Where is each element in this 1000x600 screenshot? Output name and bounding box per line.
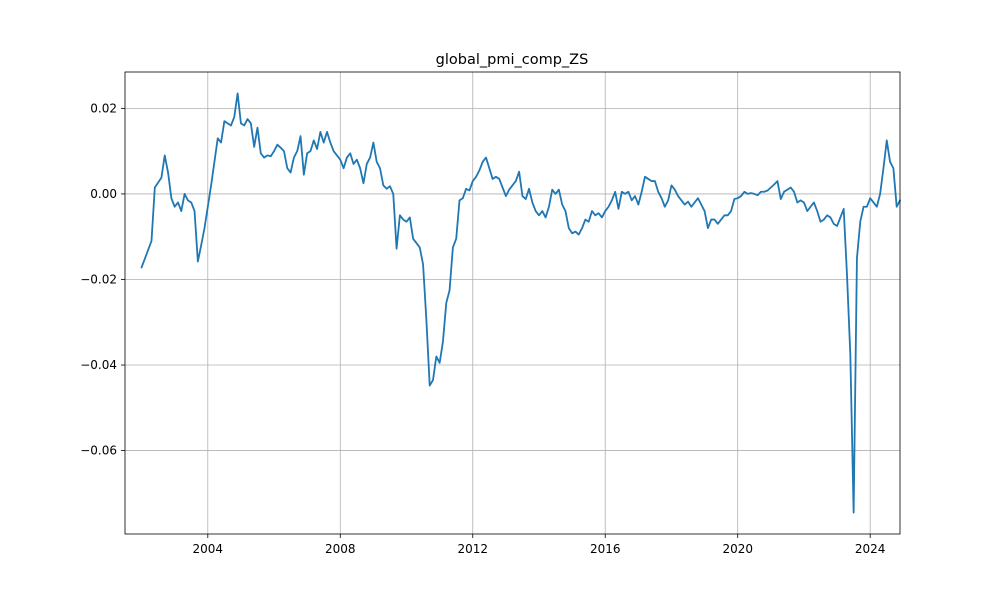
- chart-title: global_pmi_comp_ZS: [436, 52, 589, 68]
- x-axis: 2004 2008 2012 2016 2020 2024: [193, 534, 886, 556]
- series-layer: [140, 92, 901, 514]
- y-tick-label: 0.00: [90, 187, 117, 201]
- y-tick-label: 0.02: [90, 101, 117, 115]
- grid-lines: [125, 72, 900, 534]
- x-tick-label: 2008: [325, 542, 356, 556]
- series-line: [140, 92, 901, 514]
- plot-frame: [124, 71, 901, 535]
- x-tick-label: 2016: [590, 542, 621, 556]
- x-tick-label: 2020: [722, 542, 753, 556]
- y-tick-label: −0.06: [80, 444, 117, 458]
- x-tick-label: 2024: [855, 542, 886, 556]
- y-tick-label: −0.02: [80, 272, 117, 286]
- x-tick-label: 2012: [457, 542, 488, 556]
- x-tick-label: 2004: [193, 542, 224, 556]
- y-axis: −0.06 −0.04 −0.02 0.00 0.02: [80, 101, 125, 458]
- y-tick-label: −0.04: [80, 358, 117, 372]
